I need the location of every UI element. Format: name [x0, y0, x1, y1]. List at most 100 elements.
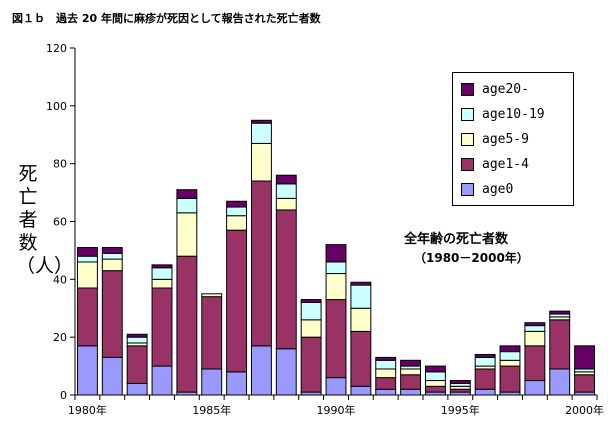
bar-segment-age10-19-1983	[151, 267, 173, 280]
bar-segment-age1-4-1997	[499, 365, 521, 393]
legend-item-age5-9: age5-9	[461, 130, 529, 148]
bar-segment-age0-1983	[151, 365, 173, 396]
bar-segment-age5-9-1988	[275, 197, 297, 211]
bar-segment-age5-9-1991	[350, 307, 372, 332]
bar-segment-age1-4-1989	[300, 336, 322, 393]
bar-segment-age20--1988	[275, 174, 297, 185]
bar-segment-age10-19-1982	[126, 336, 148, 344]
x-tick-label-1995: 1995年	[441, 403, 480, 417]
bar-segment-age0-1985	[201, 368, 223, 396]
bar-segment-age5-9-1984	[176, 212, 198, 257]
legend-label-age10-19: age10-19	[482, 106, 545, 122]
legend-item-age1-4: age1-4	[461, 155, 529, 173]
y-tick-label-20: 20	[53, 331, 67, 344]
legend-swatch-age10-19	[461, 107, 474, 121]
bar-segment-age0-1992	[375, 388, 397, 396]
bar-segment-age20--1980	[76, 247, 98, 257]
legend-swatch-age1-4	[461, 157, 474, 171]
annotation-main: 全年齢の死亡者数	[404, 232, 509, 247]
bar-segment-age0-1991	[350, 385, 372, 396]
bar-segment-age5-9-1986	[226, 215, 248, 231]
bar-segment-age1-4-1990	[325, 299, 347, 379]
y-tick-label-0: 0	[60, 389, 67, 402]
bars-layer	[76, 119, 596, 396]
bar-segment-age0-1988	[275, 348, 297, 396]
bar-segment-age5-9-1980	[76, 261, 98, 289]
bar-segment-age20--1987	[250, 119, 272, 124]
bar-segment-age0-1982	[126, 382, 148, 396]
legend-swatch-age0	[461, 182, 474, 196]
x-tick-label-1990: 1990年	[317, 403, 356, 417]
legend-item-age0: age0	[461, 180, 513, 198]
legend-swatch-age5-9	[461, 132, 474, 146]
bar-segment-age10-19-1987	[250, 122, 272, 144]
x-tick-label-1985: 1985年	[192, 403, 231, 417]
legend: age20- age10-19 age5-9 age1-4 age0	[452, 72, 574, 206]
bar-segment-age1-4-1999	[549, 319, 571, 370]
y-axis-label: 死亡者数（人）	[16, 163, 74, 277]
bar-segment-age0-1990	[325, 377, 347, 396]
bar-segment-age20--1999	[549, 310, 571, 315]
axes-layer: 0 20 40 60 80 100 120 1980年 1985年 1990年 1995年 2000年	[46, 42, 604, 417]
bar-segment-age20--2000	[574, 345, 596, 370]
bar-segment-age10-19-1992	[375, 359, 397, 370]
bar-segment-age10-19-1991	[350, 284, 372, 309]
y-tick-label-80: 80	[53, 158, 67, 171]
bar-segment-age20--1991	[350, 281, 372, 286]
bar-segment-age5-9-1990	[325, 273, 347, 301]
y-tick-label-60: 60	[53, 216, 67, 229]
legend-item-age20-: age20-	[461, 80, 529, 98]
y-tick-label-120: 120	[46, 42, 67, 55]
bar-segment-age5-9-1989	[300, 319, 322, 338]
x-tick-label-2000: 2000年	[565, 403, 604, 417]
bar-segment-age1-4-1984	[176, 255, 198, 393]
bar-segment-age1-4-1985	[201, 296, 223, 370]
x-tick-label-1980: 1980年	[68, 403, 107, 417]
annotation-sub: （1980－2000年）	[414, 251, 529, 265]
bar-segment-age20--1993	[400, 359, 422, 367]
legend-label-age1-4: age1-4	[482, 156, 529, 172]
bar-segment-age10-19-1998	[524, 325, 546, 332]
bar-segment-age20--1998	[524, 322, 546, 327]
bar-segment-age1-4-1988	[275, 209, 297, 350]
bar-segment-age5-9-1981	[101, 258, 123, 272]
bar-segment-age5-9-1992	[375, 368, 397, 379]
bar-segment-age5-9-1998	[524, 330, 546, 347]
bar-segment-age5-9-1983	[151, 278, 173, 289]
bar-segment-age10-19-1994	[424, 371, 446, 382]
bar-segment-age10-19-1989	[300, 301, 322, 321]
bar-segment-age5-9-1985	[201, 293, 223, 298]
bar-segment-age1-4-2000	[574, 374, 596, 393]
bar-segment-age0-1980	[76, 345, 98, 396]
bar-segment-age0-1986	[226, 371, 248, 396]
bar-segment-age20--1994	[424, 365, 446, 373]
bar-segment-age1-4-1983	[151, 287, 173, 367]
bar-segment-age1-4-1994	[424, 385, 446, 393]
bar-segment-age5-9-1993	[400, 368, 422, 376]
bar-segment-age1-4-1986	[226, 229, 248, 373]
legend-label-age5-9: age5-9	[482, 131, 529, 147]
bar-segment-age0-1987	[250, 345, 272, 396]
bar-segment-age10-19-1986	[226, 206, 248, 217]
bar-segment-age5-9-1994	[424, 380, 446, 387]
bar-segment-age20--1982	[126, 333, 148, 338]
bar-segment-age10-19-1990	[325, 261, 347, 275]
bar-segment-age5-9-1987	[250, 142, 272, 182]
bar-segment-age1-4-1998	[524, 345, 546, 382]
bar-segment-age1-4-1996	[474, 368, 496, 390]
bar-segment-age10-19-1980	[76, 255, 98, 263]
bar-segment-age1-4-1987	[250, 180, 272, 347]
bar-segment-age20--1992	[375, 356, 397, 361]
bar-segment-age20--1989	[300, 299, 322, 303]
bar-segment-age20--1996	[474, 354, 496, 358]
chart-title: 図１ｂ 過去 20 年間に麻疹が死因として報告された死亡者数	[12, 12, 321, 25]
bar-segment-age1-4-1981	[101, 270, 123, 358]
bar-segment-age10-19-1984	[176, 197, 198, 214]
legend-swatch-age20-	[461, 82, 474, 96]
bar-segment-age20--1997	[499, 345, 521, 353]
bar-segment-age0-1996	[474, 388, 496, 396]
bar-segment-age20--1990	[325, 244, 347, 263]
y-tick-label-100: 100	[46, 100, 67, 113]
bar-segment-age10-19-1988	[275, 183, 297, 199]
bar-segment-age1-4-1980	[76, 287, 98, 347]
